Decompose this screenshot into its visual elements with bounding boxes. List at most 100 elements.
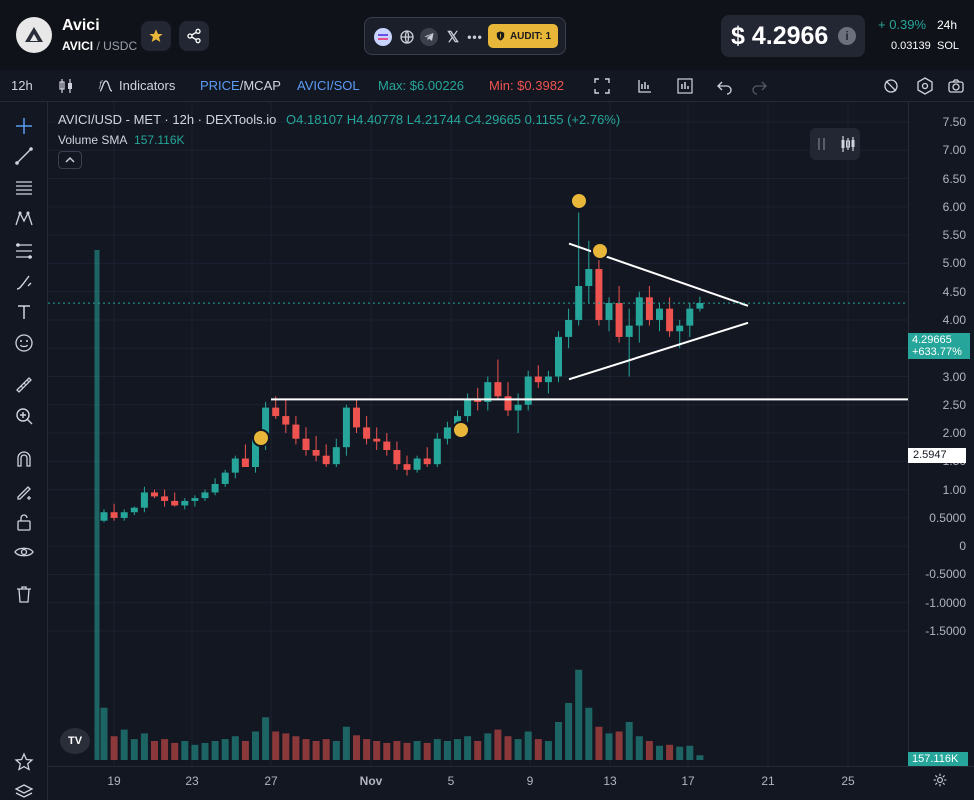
price-axis-label: 2.00 [942, 426, 966, 441]
ruler-icon[interactable] [14, 375, 34, 395]
compare-icon[interactable] [676, 77, 694, 95]
volume-bar [484, 733, 492, 760]
volume-bar [666, 744, 674, 760]
candle-body [565, 319, 573, 337]
audit-button[interactable]: AUDIT: 1 [488, 24, 558, 48]
volume-bar [443, 741, 451, 760]
timeframe-selector[interactable]: 12h [11, 78, 33, 93]
more-icon[interactable]: ••• [467, 30, 483, 44]
sol-price: 0.03139 [891, 40, 931, 52]
candle-body [474, 399, 482, 402]
brush-icon[interactable] [14, 272, 34, 292]
price-toggle[interactable]: PRICE [200, 78, 240, 93]
time-axis[interactable]: 19 23 27 Nov 5 9 13 17 21 25 [48, 766, 974, 800]
layers-icon[interactable] [14, 782, 34, 800]
price-axis-label: -1.0000 [925, 595, 966, 610]
x-twitter-icon[interactable]: 𝕏 [446, 29, 460, 46]
chart-mode-button[interactable] [810, 128, 860, 160]
candle-body [161, 496, 169, 501]
price-axis-label: 4.00 [942, 312, 966, 327]
gear-icon[interactable] [932, 772, 948, 788]
eye-icon[interactable] [14, 542, 34, 562]
token-logo [16, 17, 52, 53]
horizontal-lines-icon[interactable] [14, 178, 34, 198]
triangle-lower-line [568, 321, 749, 381]
change-period: 24h [937, 18, 958, 32]
volume-bar [322, 739, 330, 760]
candle-body [383, 441, 391, 451]
candles-mode-icon [818, 136, 855, 152]
volume-bar [140, 733, 148, 760]
undo-icon[interactable] [716, 77, 734, 95]
volume-bar [464, 736, 472, 760]
volume-bar [514, 739, 522, 760]
candle-body [585, 269, 593, 287]
price-axis-label: 6.00 [942, 199, 966, 214]
current-price-tag: 4.29665 +633.77% [908, 333, 970, 359]
snapshot-icon[interactable] [882, 77, 900, 95]
settings-icon[interactable] [916, 77, 934, 95]
candle-body [120, 512, 128, 518]
chart-legend: AVICI/USD - MET · 12h · DEXTools.io O4.1… [58, 112, 620, 127]
max-price: Max: $6.00226 [378, 78, 465, 93]
volume-legend: Volume SMA 157.116K [58, 133, 185, 147]
volume-bar [373, 741, 381, 760]
pattern-icon[interactable] [14, 209, 34, 229]
candle-body [443, 427, 451, 439]
favorite-button[interactable] [141, 21, 171, 51]
token-symbol: AVICI [62, 39, 94, 53]
price-chart[interactable] [48, 102, 908, 766]
text-icon[interactable] [14, 302, 34, 322]
volume-bar [524, 731, 532, 760]
favorites-star-icon[interactable] [14, 752, 34, 772]
candle-body [544, 376, 552, 383]
website-icon[interactable] [398, 28, 416, 46]
candle-body [595, 269, 603, 320]
price-axis[interactable]: 7.507.006.506.005.505.004.504.003.503.00… [908, 102, 974, 766]
redo-icon[interactable] [750, 77, 768, 95]
volume-bar [413, 741, 421, 760]
candle-body [211, 483, 219, 493]
price-axis-label: -1.5000 [925, 624, 966, 638]
lock-icon[interactable] [14, 512, 34, 532]
candle-body [110, 512, 118, 518]
volume-bar [302, 739, 310, 760]
volume-bar [686, 745, 694, 760]
candle-type-icon[interactable] [57, 77, 75, 95]
camera-icon[interactable] [947, 77, 965, 95]
crosshair-icon[interactable] [14, 116, 34, 136]
price-box: $ 4.2966 i [721, 15, 865, 57]
candle-body [140, 492, 148, 508]
candle-body [231, 458, 239, 473]
volume-bar [130, 739, 138, 760]
volume-bar [161, 739, 169, 760]
trend-line-icon[interactable] [14, 146, 34, 166]
event-marker-icon [252, 429, 270, 447]
telegram-icon[interactable] [420, 28, 438, 46]
candle-body [433, 438, 441, 465]
magnet-icon[interactable] [14, 449, 34, 469]
collapse-legend-button[interactable] [58, 151, 82, 169]
tradingview-logo[interactable]: TV [60, 728, 90, 754]
candle-body [534, 376, 542, 383]
volume-bar [696, 755, 704, 760]
time-axis-label: 23 [185, 774, 199, 788]
time-axis-label: 5 [447, 774, 455, 788]
volume-bar [433, 739, 441, 760]
share-button[interactable] [179, 21, 209, 51]
emoji-icon[interactable] [14, 333, 34, 353]
indicators-button[interactable]: Indicators [119, 78, 176, 93]
fullscreen-icon[interactable] [593, 77, 611, 95]
lock-drawing-icon[interactable] [14, 481, 34, 501]
pair-toggle[interactable]: AVICI/SOL [297, 78, 360, 93]
volume-bar [120, 729, 128, 760]
zoom-in-icon[interactable] [14, 406, 34, 426]
trash-icon[interactable] [14, 584, 34, 604]
chart-style-icon[interactable] [636, 77, 654, 95]
indicators-icon[interactable]: f [97, 77, 115, 95]
launchpad-icon[interactable] [374, 28, 392, 46]
mcap-toggle[interactable]: /MCAP [239, 78, 281, 93]
price-mcap-toggle[interactable]: PRICE/MCAP [200, 78, 281, 93]
fib-retracement-icon[interactable] [14, 241, 34, 261]
info-icon[interactable]: i [838, 27, 856, 45]
